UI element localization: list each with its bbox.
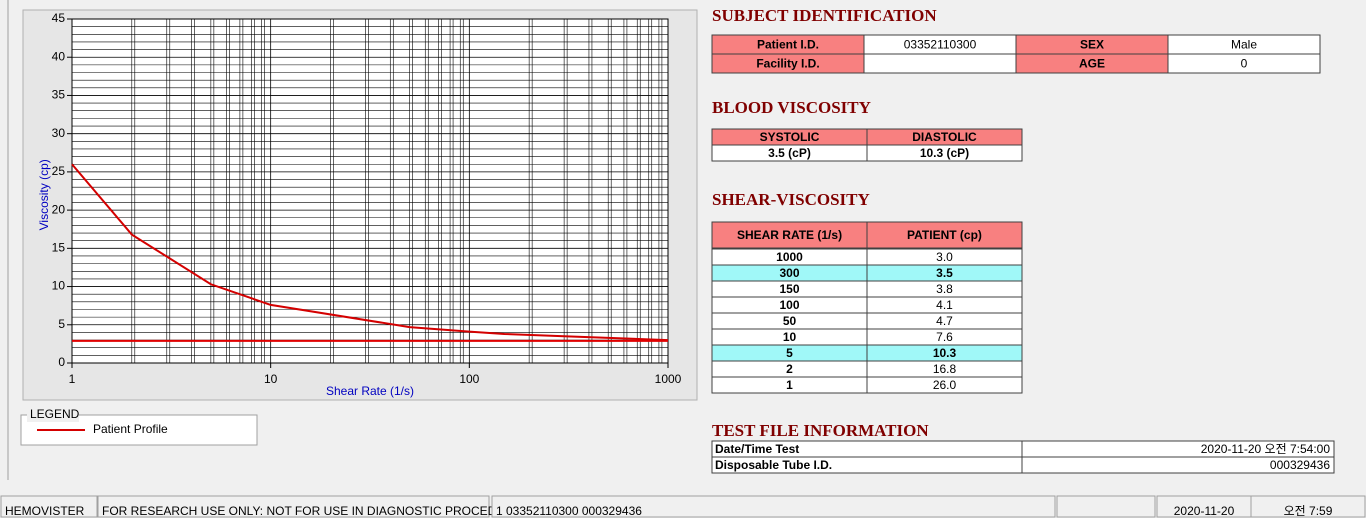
shear-value-text: 10.3 bbox=[933, 346, 957, 360]
legend-title: LEGEND bbox=[30, 407, 80, 421]
y-tick-label: 40 bbox=[52, 49, 66, 63]
y-tick-label: 20 bbox=[52, 202, 66, 216]
status-panel bbox=[97, 495, 490, 518]
shear-value-text: 3.8 bbox=[936, 282, 953, 296]
section-title: TEST FILE INFORMATION bbox=[712, 421, 929, 440]
shear-rate-text: 50 bbox=[783, 314, 797, 328]
status-panel bbox=[0, 495, 98, 518]
shear-rate-text: 1000 bbox=[776, 250, 803, 264]
field-label-text: SEX bbox=[1080, 38, 1104, 52]
field-value-text: 0 bbox=[1241, 57, 1248, 71]
shear-value bbox=[866, 376, 1023, 394]
y-tick-label: 0 bbox=[58, 355, 65, 369]
shear-rate-text: 150 bbox=[779, 282, 799, 296]
blood-value-text: 10.3 (cP) bbox=[920, 146, 969, 160]
status-text: 2020-11-20 bbox=[1174, 504, 1235, 518]
field-label-text: Patient I.D. bbox=[757, 38, 819, 52]
shear-rate-text: 100 bbox=[779, 298, 799, 312]
plot-frame bbox=[71, 18, 669, 364]
status-text: FOR RESEARCH USE ONLY: NOT FOR USE IN DI… bbox=[102, 504, 530, 518]
shear-rate-text: 10 bbox=[783, 330, 797, 344]
test-value bbox=[1021, 456, 1335, 474]
data-line bbox=[71, 163, 669, 342]
field-value bbox=[863, 53, 1017, 74]
blood-header-text: DIASTOLIC bbox=[912, 130, 977, 144]
status-text: 오전 7:59 bbox=[1284, 504, 1333, 518]
shear-value-text: 7.6 bbox=[936, 330, 953, 344]
x-tick-label: 1000 bbox=[655, 372, 682, 386]
section-title: BLOOD VISCOSITY bbox=[712, 98, 871, 117]
blood-value-text: 3.5 (cP) bbox=[768, 146, 811, 160]
shear-header-text: SHEAR RATE (1/s) bbox=[737, 228, 842, 242]
y-tick-label: 30 bbox=[52, 126, 66, 140]
test-value-text: 000329436 bbox=[1270, 458, 1330, 472]
status-panel bbox=[491, 495, 1056, 518]
shear-header bbox=[711, 221, 868, 249]
shear-value-text: 4.1 bbox=[936, 298, 953, 312]
field-value bbox=[1167, 53, 1321, 74]
shear-header bbox=[866, 221, 1023, 249]
legend-label: Patient Profile bbox=[93, 422, 168, 436]
y-tick-label: 10 bbox=[52, 279, 66, 293]
status-text: HEMOVISTER bbox=[5, 504, 85, 518]
x-tick-label: 100 bbox=[459, 372, 479, 386]
y-tick-label: 45 bbox=[52, 11, 66, 25]
field-value-text: 03352110300 bbox=[904, 38, 977, 52]
field-value-text: Male bbox=[1231, 38, 1257, 52]
shear-value-text: 16.8 bbox=[933, 362, 957, 376]
status-panel bbox=[1250, 495, 1366, 518]
y-tick-label: 15 bbox=[52, 241, 66, 255]
shear-rate-text: 2 bbox=[786, 362, 793, 376]
blood-value bbox=[866, 144, 1023, 162]
section-title: SHEAR-VISCOSITY bbox=[712, 190, 870, 209]
shear-value-text: 4.7 bbox=[936, 314, 953, 328]
y-tick-label: 35 bbox=[52, 88, 66, 102]
test-label-text: Disposable Tube I.D. bbox=[715, 458, 832, 472]
shear-rate-text: 1 bbox=[786, 378, 793, 392]
status-text: 1 03352110300 000329436 bbox=[496, 504, 642, 518]
test-value-text: 2020-11-20 오전 7:54:00 bbox=[1201, 442, 1331, 456]
shear-rate-text: 5 bbox=[786, 346, 793, 360]
y-tick-label: 5 bbox=[58, 317, 65, 331]
field-label-text: AGE bbox=[1079, 57, 1105, 71]
section-title: SUBJECT IDENTIFICATION bbox=[712, 6, 937, 25]
plot-area bbox=[72, 19, 668, 363]
shear-header-text: PATIENT (cp) bbox=[907, 228, 982, 242]
legend-title-bg bbox=[27, 408, 79, 422]
x-axis-label: Shear Rate (1/s) bbox=[326, 384, 414, 398]
status-panel bbox=[1056, 495, 1156, 518]
test-label-text: Date/Time Test bbox=[715, 442, 799, 456]
field-label-text: Facility I.D. bbox=[756, 57, 819, 71]
shear-rate-text: 300 bbox=[779, 266, 799, 280]
shear-value-text: 26.0 bbox=[933, 378, 957, 392]
y-axis-label: Viscosity (cp) bbox=[37, 159, 51, 230]
blood-header-text: SYSTOLIC bbox=[760, 130, 820, 144]
shear-value-text: 3.5 bbox=[936, 266, 953, 280]
y-tick-label: 25 bbox=[52, 164, 66, 178]
shear-value-text: 3.0 bbox=[936, 250, 953, 264]
x-tick-label: 10 bbox=[264, 372, 278, 386]
x-tick-label: 1 bbox=[69, 372, 76, 386]
